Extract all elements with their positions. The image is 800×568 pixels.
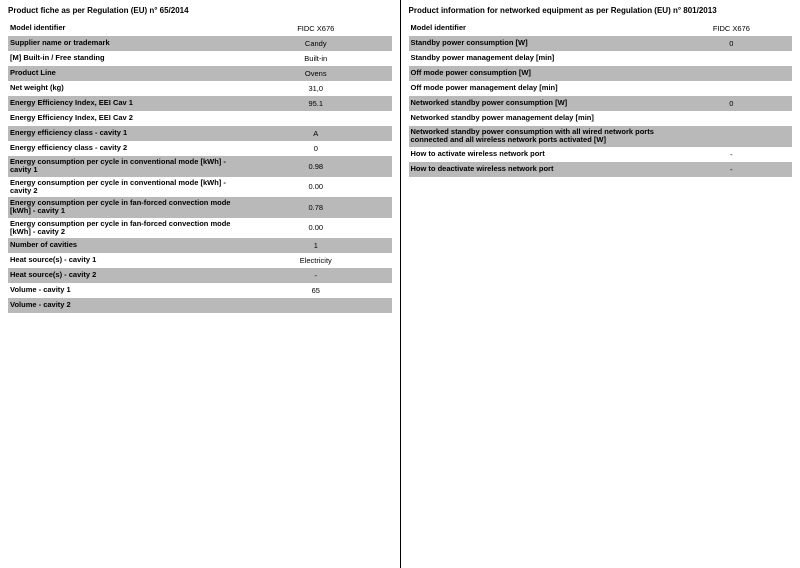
right-rows: Model identifierFIDC X676Standby power c… bbox=[409, 21, 793, 177]
row-label: Off mode power consumption [W] bbox=[411, 69, 675, 77]
row-label: Energy consumption per cycle in conventi… bbox=[10, 158, 244, 175]
row-label: Heat source(s) - cavity 2 bbox=[10, 271, 244, 279]
row-label: Standby power management delay [min] bbox=[411, 54, 675, 62]
table-row: Standby power consumption [W]0 bbox=[409, 36, 793, 51]
table-row: Energy consumption per cycle in fan-forc… bbox=[8, 197, 392, 218]
table-row: How to deactivate wireless network port- bbox=[409, 162, 793, 177]
row-value: FIDC X676 bbox=[244, 24, 387, 33]
row-value: A bbox=[244, 129, 387, 138]
table-row: Networked standby power consumption with… bbox=[409, 126, 793, 147]
table-row: Supplier name or trademarkCandy bbox=[8, 36, 392, 51]
table-row: Product LineOvens bbox=[8, 66, 392, 81]
row-value: 1 bbox=[244, 241, 387, 250]
table-row: Model identifierFIDC X676 bbox=[8, 21, 392, 36]
left-rows: Model identifierFIDC X676Supplier name o… bbox=[8, 21, 392, 313]
row-value: - bbox=[675, 165, 788, 174]
row-label: Energy efficiency class - cavity 1 bbox=[10, 129, 244, 137]
table-row: [M] Built-in / Free standingBuilt-in bbox=[8, 51, 392, 66]
table-row: Energy efficiency class - cavity 1A bbox=[8, 126, 392, 141]
table-row: Energy consumption per cycle in conventi… bbox=[8, 177, 392, 198]
row-label: Networked standby power consumption [W] bbox=[411, 99, 675, 107]
row-label: Net weight (kg) bbox=[10, 84, 244, 92]
table-row: Number of cavities1 bbox=[8, 238, 392, 253]
row-value: Candy bbox=[244, 39, 387, 48]
row-label: Model identifier bbox=[411, 24, 675, 32]
row-label: Networked standby power management delay… bbox=[411, 114, 675, 122]
row-label: Networked standby power consumption with… bbox=[411, 128, 675, 145]
table-row: Volume - cavity 165 bbox=[8, 283, 392, 298]
row-value: 0.00 bbox=[244, 182, 387, 191]
row-label: Volume - cavity 1 bbox=[10, 286, 244, 294]
row-value: 0 bbox=[675, 99, 788, 108]
row-value: Ovens bbox=[244, 69, 387, 78]
row-value: FIDC X676 bbox=[675, 24, 788, 33]
row-value: 0 bbox=[675, 39, 788, 48]
row-label: Energy consumption per cycle in conventi… bbox=[10, 179, 244, 196]
row-label: Supplier name or trademark bbox=[10, 39, 244, 47]
row-label: Energy efficiency class - cavity 2 bbox=[10, 144, 244, 152]
left-heading: Product fiche as per Regulation (EU) n° … bbox=[8, 6, 392, 15]
table-row: How to activate wireless network port- bbox=[409, 147, 793, 162]
table-row: Energy consumption per cycle in conventi… bbox=[8, 156, 392, 177]
row-value: 95.1 bbox=[244, 99, 387, 108]
table-row: Off mode power consumption [W] bbox=[409, 66, 793, 81]
row-label: Energy Efficiency Index, EEI Cav 1 bbox=[10, 99, 244, 107]
row-label: Heat source(s) - cavity 1 bbox=[10, 256, 244, 264]
table-row: Off mode power management delay [min] bbox=[409, 81, 793, 96]
row-label: Energy consumption per cycle in fan-forc… bbox=[10, 199, 244, 216]
row-value: 0.78 bbox=[244, 203, 387, 212]
row-value: 31,0 bbox=[244, 84, 387, 93]
row-label: [M] Built-in / Free standing bbox=[10, 54, 244, 62]
row-value: 0.00 bbox=[244, 223, 387, 232]
row-value: 65 bbox=[244, 286, 387, 295]
table-row: Heat source(s) - cavity 1Electricity bbox=[8, 253, 392, 268]
table-row: Networked standby power consumption [W]0 bbox=[409, 96, 793, 111]
table-row: Heat source(s) - cavity 2- bbox=[8, 268, 392, 283]
table-row: Networked standby power management delay… bbox=[409, 111, 793, 126]
table-row: Net weight (kg)31,0 bbox=[8, 81, 392, 96]
table-row: Energy consumption per cycle in fan-forc… bbox=[8, 218, 392, 239]
row-value: 0.98 bbox=[244, 162, 387, 171]
row-label: Product Line bbox=[10, 69, 244, 77]
row-label: Volume - cavity 2 bbox=[10, 301, 244, 309]
table-row: Standby power management delay [min] bbox=[409, 51, 793, 66]
table-row: Energy efficiency class - cavity 20 bbox=[8, 141, 392, 156]
left-panel: Product fiche as per Regulation (EU) n° … bbox=[0, 0, 401, 568]
table-row: Energy Efficiency Index, EEI Cav 195.1 bbox=[8, 96, 392, 111]
row-label: How to activate wireless network port bbox=[411, 150, 675, 158]
table-row: Energy Efficiency Index, EEI Cav 2 bbox=[8, 111, 392, 126]
table-row: Model identifierFIDC X676 bbox=[409, 21, 793, 36]
row-label: Energy Efficiency Index, EEI Cav 2 bbox=[10, 114, 244, 122]
row-value: Electricity bbox=[244, 256, 387, 265]
row-value: 0 bbox=[244, 144, 387, 153]
right-heading: Product information for networked equipm… bbox=[409, 6, 793, 15]
row-value: - bbox=[675, 150, 788, 159]
row-label: How to deactivate wireless network port bbox=[411, 165, 675, 173]
row-value: - bbox=[244, 271, 387, 280]
row-label: Energy consumption per cycle in fan-forc… bbox=[10, 220, 244, 237]
row-label: Number of cavities bbox=[10, 241, 244, 249]
table-row: Volume - cavity 2 bbox=[8, 298, 392, 313]
row-label: Model identifier bbox=[10, 24, 244, 32]
row-label: Standby power consumption [W] bbox=[411, 39, 675, 47]
row-label: Off mode power management delay [min] bbox=[411, 84, 675, 92]
row-value: Built-in bbox=[244, 54, 387, 63]
right-panel: Product information for networked equipm… bbox=[401, 0, 800, 568]
